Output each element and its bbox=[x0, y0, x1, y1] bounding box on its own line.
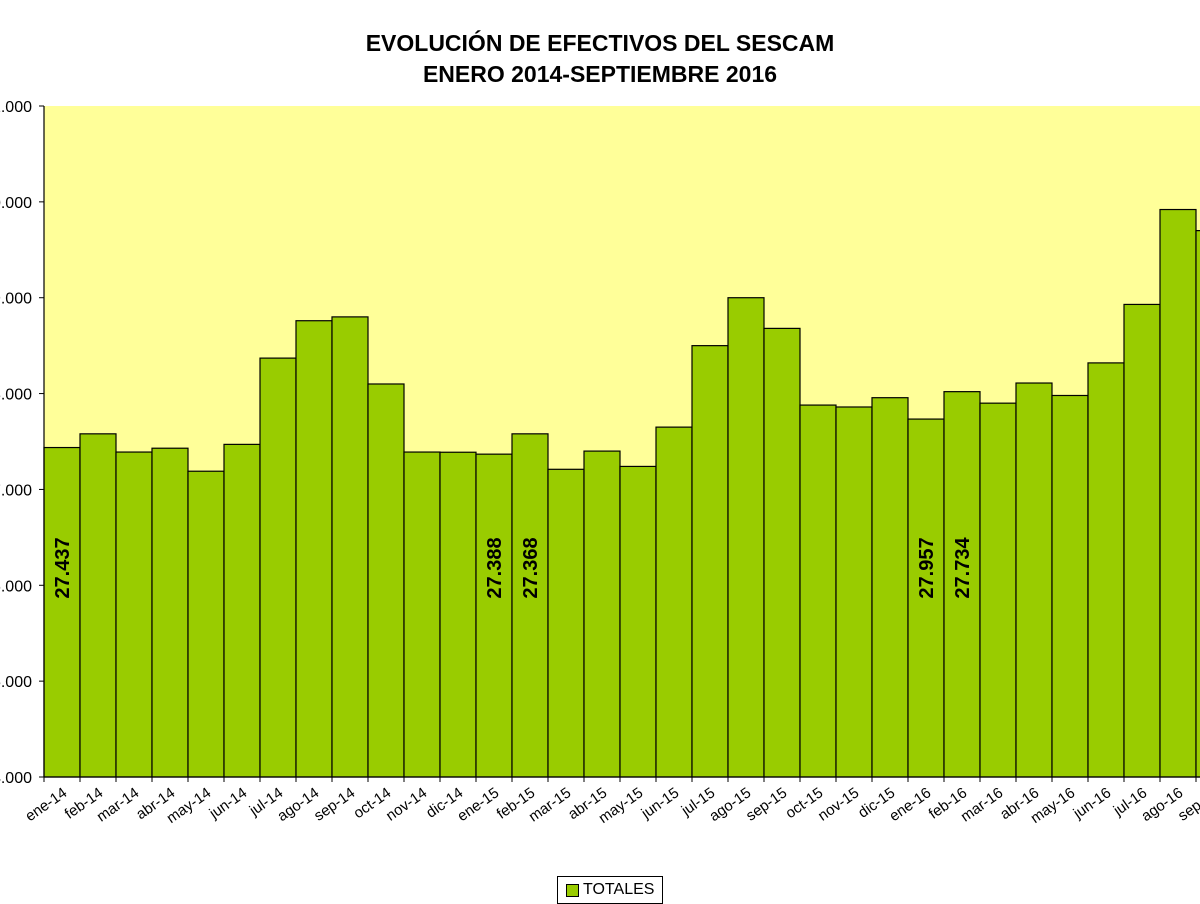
chart-title: EVOLUCIÓN DE EFECTIVOS DEL SESCAM ENERO … bbox=[0, 28, 1200, 90]
y-tick-label: 25.000 bbox=[0, 674, 32, 691]
x-tick-label: ene-15 bbox=[454, 784, 502, 825]
y-tick-label: 28.000 bbox=[0, 387, 32, 404]
bar bbox=[79, 433, 117, 778]
y-tick-label: 29.000 bbox=[0, 291, 32, 308]
bar bbox=[1087, 362, 1125, 778]
bar bbox=[331, 316, 369, 778]
bar bbox=[187, 470, 225, 778]
y-tick-label: 26.000 bbox=[0, 578, 32, 595]
bar bbox=[223, 443, 261, 778]
data-label: 27.957 bbox=[916, 537, 938, 598]
x-tick-label: nov-15 bbox=[815, 784, 862, 824]
bar bbox=[907, 418, 945, 778]
x-tick-label: jun-14 bbox=[206, 784, 251, 822]
legend-swatch bbox=[566, 883, 579, 897]
x-tick-label: ene-16 bbox=[886, 784, 934, 825]
bar bbox=[655, 426, 693, 778]
bar bbox=[619, 465, 657, 778]
data-label: 27.734 bbox=[952, 537, 974, 599]
x-tick-label: mar-16 bbox=[958, 784, 1007, 825]
y-tick-label: 30.000 bbox=[0, 195, 32, 212]
data-label: 27.388 bbox=[484, 537, 506, 598]
bar bbox=[439, 451, 477, 778]
data-label: 27.368 bbox=[520, 537, 542, 598]
bar bbox=[835, 406, 873, 778]
bar bbox=[475, 453, 513, 778]
x-tick-label: sep-14 bbox=[311, 784, 358, 824]
bar bbox=[1195, 230, 1200, 778]
bar bbox=[763, 327, 801, 778]
bar bbox=[871, 397, 909, 778]
x-tick-label: ago-15 bbox=[706, 784, 754, 825]
legend: TOTALES bbox=[557, 876, 664, 904]
bar bbox=[691, 345, 729, 778]
chart-subtitle: ENERO 2014-SEPTIEMBRE 2016 bbox=[422, 61, 778, 87]
bar bbox=[799, 404, 837, 778]
bar bbox=[295, 320, 333, 778]
bar bbox=[547, 468, 585, 778]
x-tick-label: ene-14 bbox=[22, 784, 70, 825]
bar bbox=[583, 450, 621, 778]
x-tick-label: ago-16 bbox=[1138, 784, 1186, 825]
bar bbox=[1051, 394, 1089, 778]
bar bbox=[1123, 303, 1161, 778]
data-label: 27.437 bbox=[52, 537, 74, 598]
bar bbox=[403, 451, 441, 778]
x-tick-label: sep-15 bbox=[743, 784, 790, 824]
legend-label: TOTALES bbox=[583, 881, 655, 898]
bar bbox=[1015, 382, 1053, 778]
x-tick-label: ago-14 bbox=[274, 784, 322, 825]
x-tick-label: jun-16 bbox=[1070, 784, 1115, 822]
x-tick-label: mar-15 bbox=[526, 784, 575, 825]
x-tick-label: mar-14 bbox=[94, 784, 143, 825]
x-tick-label: jun-15 bbox=[638, 784, 683, 822]
y-tick-label: 27.000 bbox=[0, 482, 32, 499]
y-tick-label: 31.000 bbox=[0, 99, 32, 116]
bar bbox=[1159, 208, 1197, 778]
y-tick-label: 24.000 bbox=[0, 770, 32, 787]
bar bbox=[511, 433, 549, 778]
bar bbox=[259, 357, 297, 778]
bar bbox=[943, 391, 981, 778]
bar bbox=[979, 402, 1017, 778]
x-tick-label: nov-14 bbox=[383, 784, 430, 824]
bar bbox=[115, 451, 153, 778]
bar bbox=[367, 383, 405, 778]
bar bbox=[727, 297, 765, 778]
chart-title-line-1: EVOLUCIÓN DE EFECTIVOS DEL SESCAM bbox=[365, 30, 835, 56]
bar bbox=[43, 446, 81, 778]
bar bbox=[151, 447, 189, 778]
